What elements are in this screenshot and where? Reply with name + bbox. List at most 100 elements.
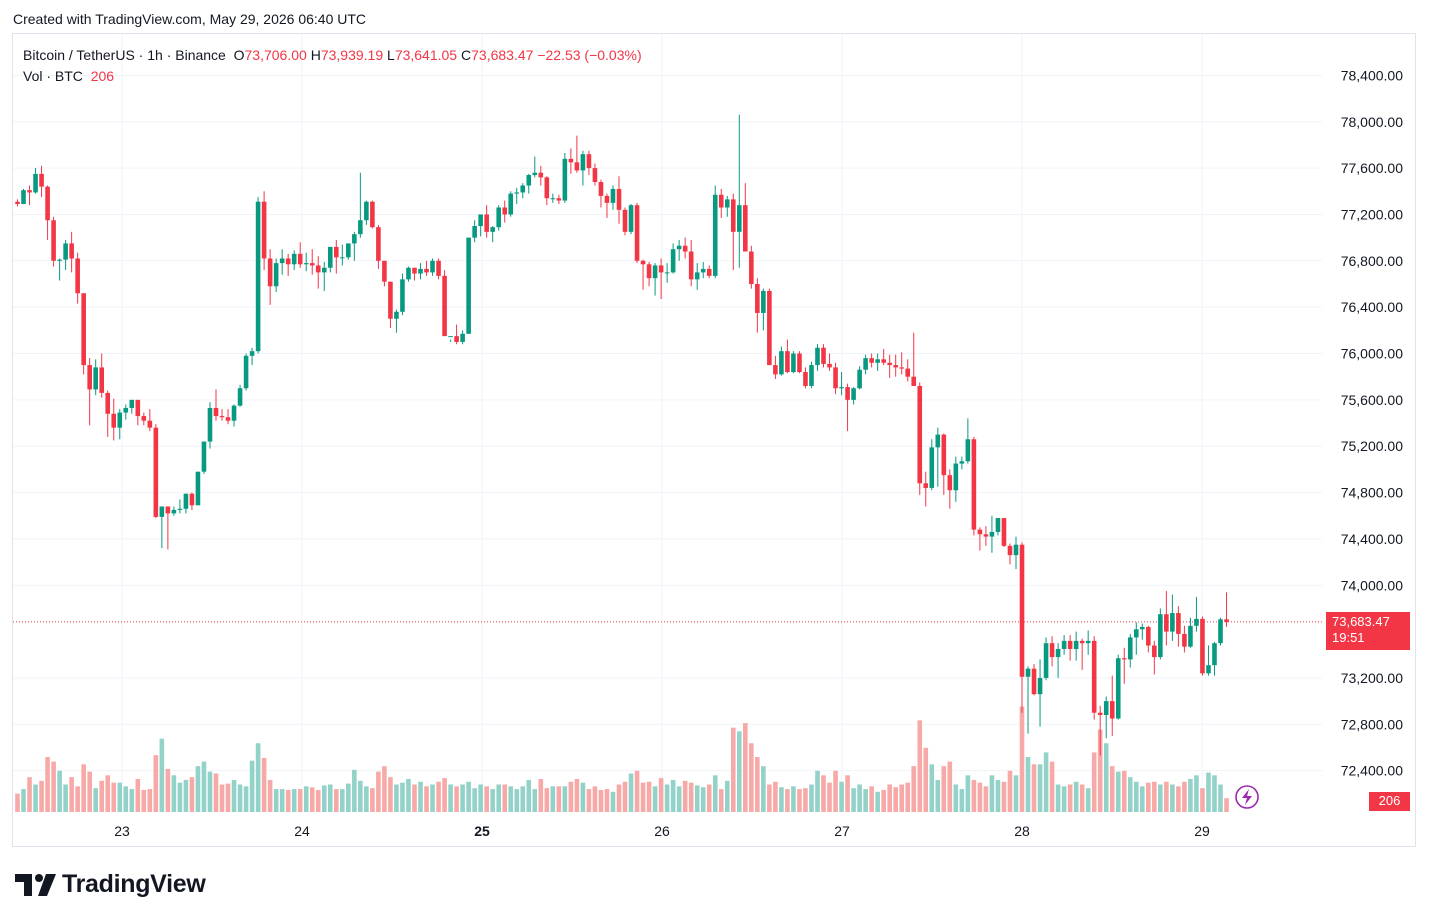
volume-bar — [857, 784, 862, 812]
candle-body — [177, 508, 183, 510]
volume-bar — [730, 727, 736, 812]
candle-body — [616, 188, 622, 210]
candle-body — [213, 407, 219, 417]
tradingview-logo[interactable]: TradingView — [15, 870, 206, 899]
candle-body — [1133, 629, 1139, 638]
candle-body — [755, 283, 760, 313]
candle-body — [1121, 658, 1127, 660]
volume-bar — [231, 779, 237, 812]
candle-body — [358, 220, 363, 235]
volume-bar — [315, 790, 321, 812]
volume-bar — [394, 784, 399, 812]
candle-body — [406, 267, 411, 280]
volume-bar — [1085, 788, 1091, 812]
volume-bar — [255, 743, 261, 812]
open-value: 73,706.00 — [244, 47, 307, 63]
volume-bar — [676, 786, 682, 812]
price-axis-label: 78,000.00 — [1341, 114, 1403, 130]
volume-bar — [358, 780, 363, 812]
candle-body — [761, 290, 766, 313]
low-label: L — [387, 47, 395, 63]
volume-bar — [622, 781, 628, 812]
volume-bar — [514, 789, 520, 812]
candle-body — [532, 172, 538, 176]
volume-bar — [953, 784, 959, 812]
volume-bar — [785, 789, 790, 812]
candle-body — [700, 268, 706, 273]
volume-bar — [899, 784, 905, 812]
volume-bar — [189, 777, 195, 812]
volume-bar — [412, 784, 417, 812]
volume-label[interactable]: Vol · BTC — [23, 68, 83, 84]
volume-bar — [123, 786, 129, 812]
candle-body — [737, 205, 742, 232]
candle-body — [881, 359, 886, 363]
candle-body — [171, 509, 177, 514]
volume-bar — [1200, 788, 1205, 812]
candle-body — [827, 363, 832, 368]
volume-bar — [749, 743, 754, 812]
candle-body — [514, 192, 520, 194]
time-axis-label: 25 — [474, 823, 490, 839]
candle-body — [249, 351, 255, 356]
volume-bar — [135, 779, 141, 812]
candle-body — [929, 447, 935, 488]
candle-body — [508, 193, 514, 215]
candle-body — [105, 392, 111, 414]
candle-body — [646, 264, 652, 279]
candle-body — [1212, 643, 1217, 666]
candle-body — [953, 463, 959, 491]
candle-body — [574, 162, 580, 171]
candle-body — [117, 412, 123, 428]
volume-bar — [39, 780, 44, 812]
candle-body — [809, 365, 814, 386]
candle-body — [815, 347, 820, 366]
candle-body — [670, 249, 676, 273]
candle-body — [875, 359, 880, 363]
volume-bar — [616, 784, 622, 812]
volume-bar — [183, 779, 189, 812]
volume-bar — [436, 781, 441, 812]
volume-bar — [803, 788, 808, 812]
volume-bar — [562, 786, 568, 812]
volume-bar — [971, 779, 977, 812]
time-axis-label: 27 — [834, 823, 850, 839]
volume-bar — [207, 771, 213, 812]
volume-bar — [839, 781, 844, 812]
candle-body — [99, 367, 105, 393]
volume-bar — [1067, 784, 1073, 812]
volume-bar — [893, 787, 898, 812]
candle-body — [388, 281, 393, 319]
candle-body — [1115, 658, 1121, 719]
candle-body — [1103, 701, 1109, 716]
volume-bar — [111, 782, 117, 812]
volume-bar — [51, 761, 56, 812]
candle-body — [959, 461, 965, 464]
candle-body — [1194, 618, 1199, 626]
candle-body — [1037, 677, 1043, 695]
volume-bar — [117, 782, 123, 812]
volume-bar — [586, 789, 592, 812]
volume-bar — [261, 757, 267, 812]
volume-bar — [845, 775, 850, 812]
candle-body — [634, 205, 640, 261]
volume-bar — [1121, 770, 1127, 812]
candle-body — [327, 246, 333, 268]
lightning-icon[interactable] — [1235, 785, 1259, 809]
symbol-title[interactable]: Bitcoin / TetherUS · 1h · Binance — [23, 47, 226, 63]
volume-bar — [977, 782, 983, 812]
price-axis-label: 76,400.00 — [1341, 299, 1403, 315]
volume-bar — [1146, 782, 1151, 812]
candle-body — [279, 258, 285, 264]
volume-bar — [448, 784, 453, 812]
price-axis-label: 75,600.00 — [1341, 392, 1403, 408]
candle-body — [839, 387, 844, 389]
candle-body — [718, 194, 724, 208]
candle-body — [189, 493, 195, 506]
candle-body — [622, 209, 628, 232]
candle-body — [333, 246, 339, 258]
volume-bar — [147, 789, 153, 812]
volume-bar — [81, 764, 86, 812]
volume-bar — [881, 790, 886, 812]
